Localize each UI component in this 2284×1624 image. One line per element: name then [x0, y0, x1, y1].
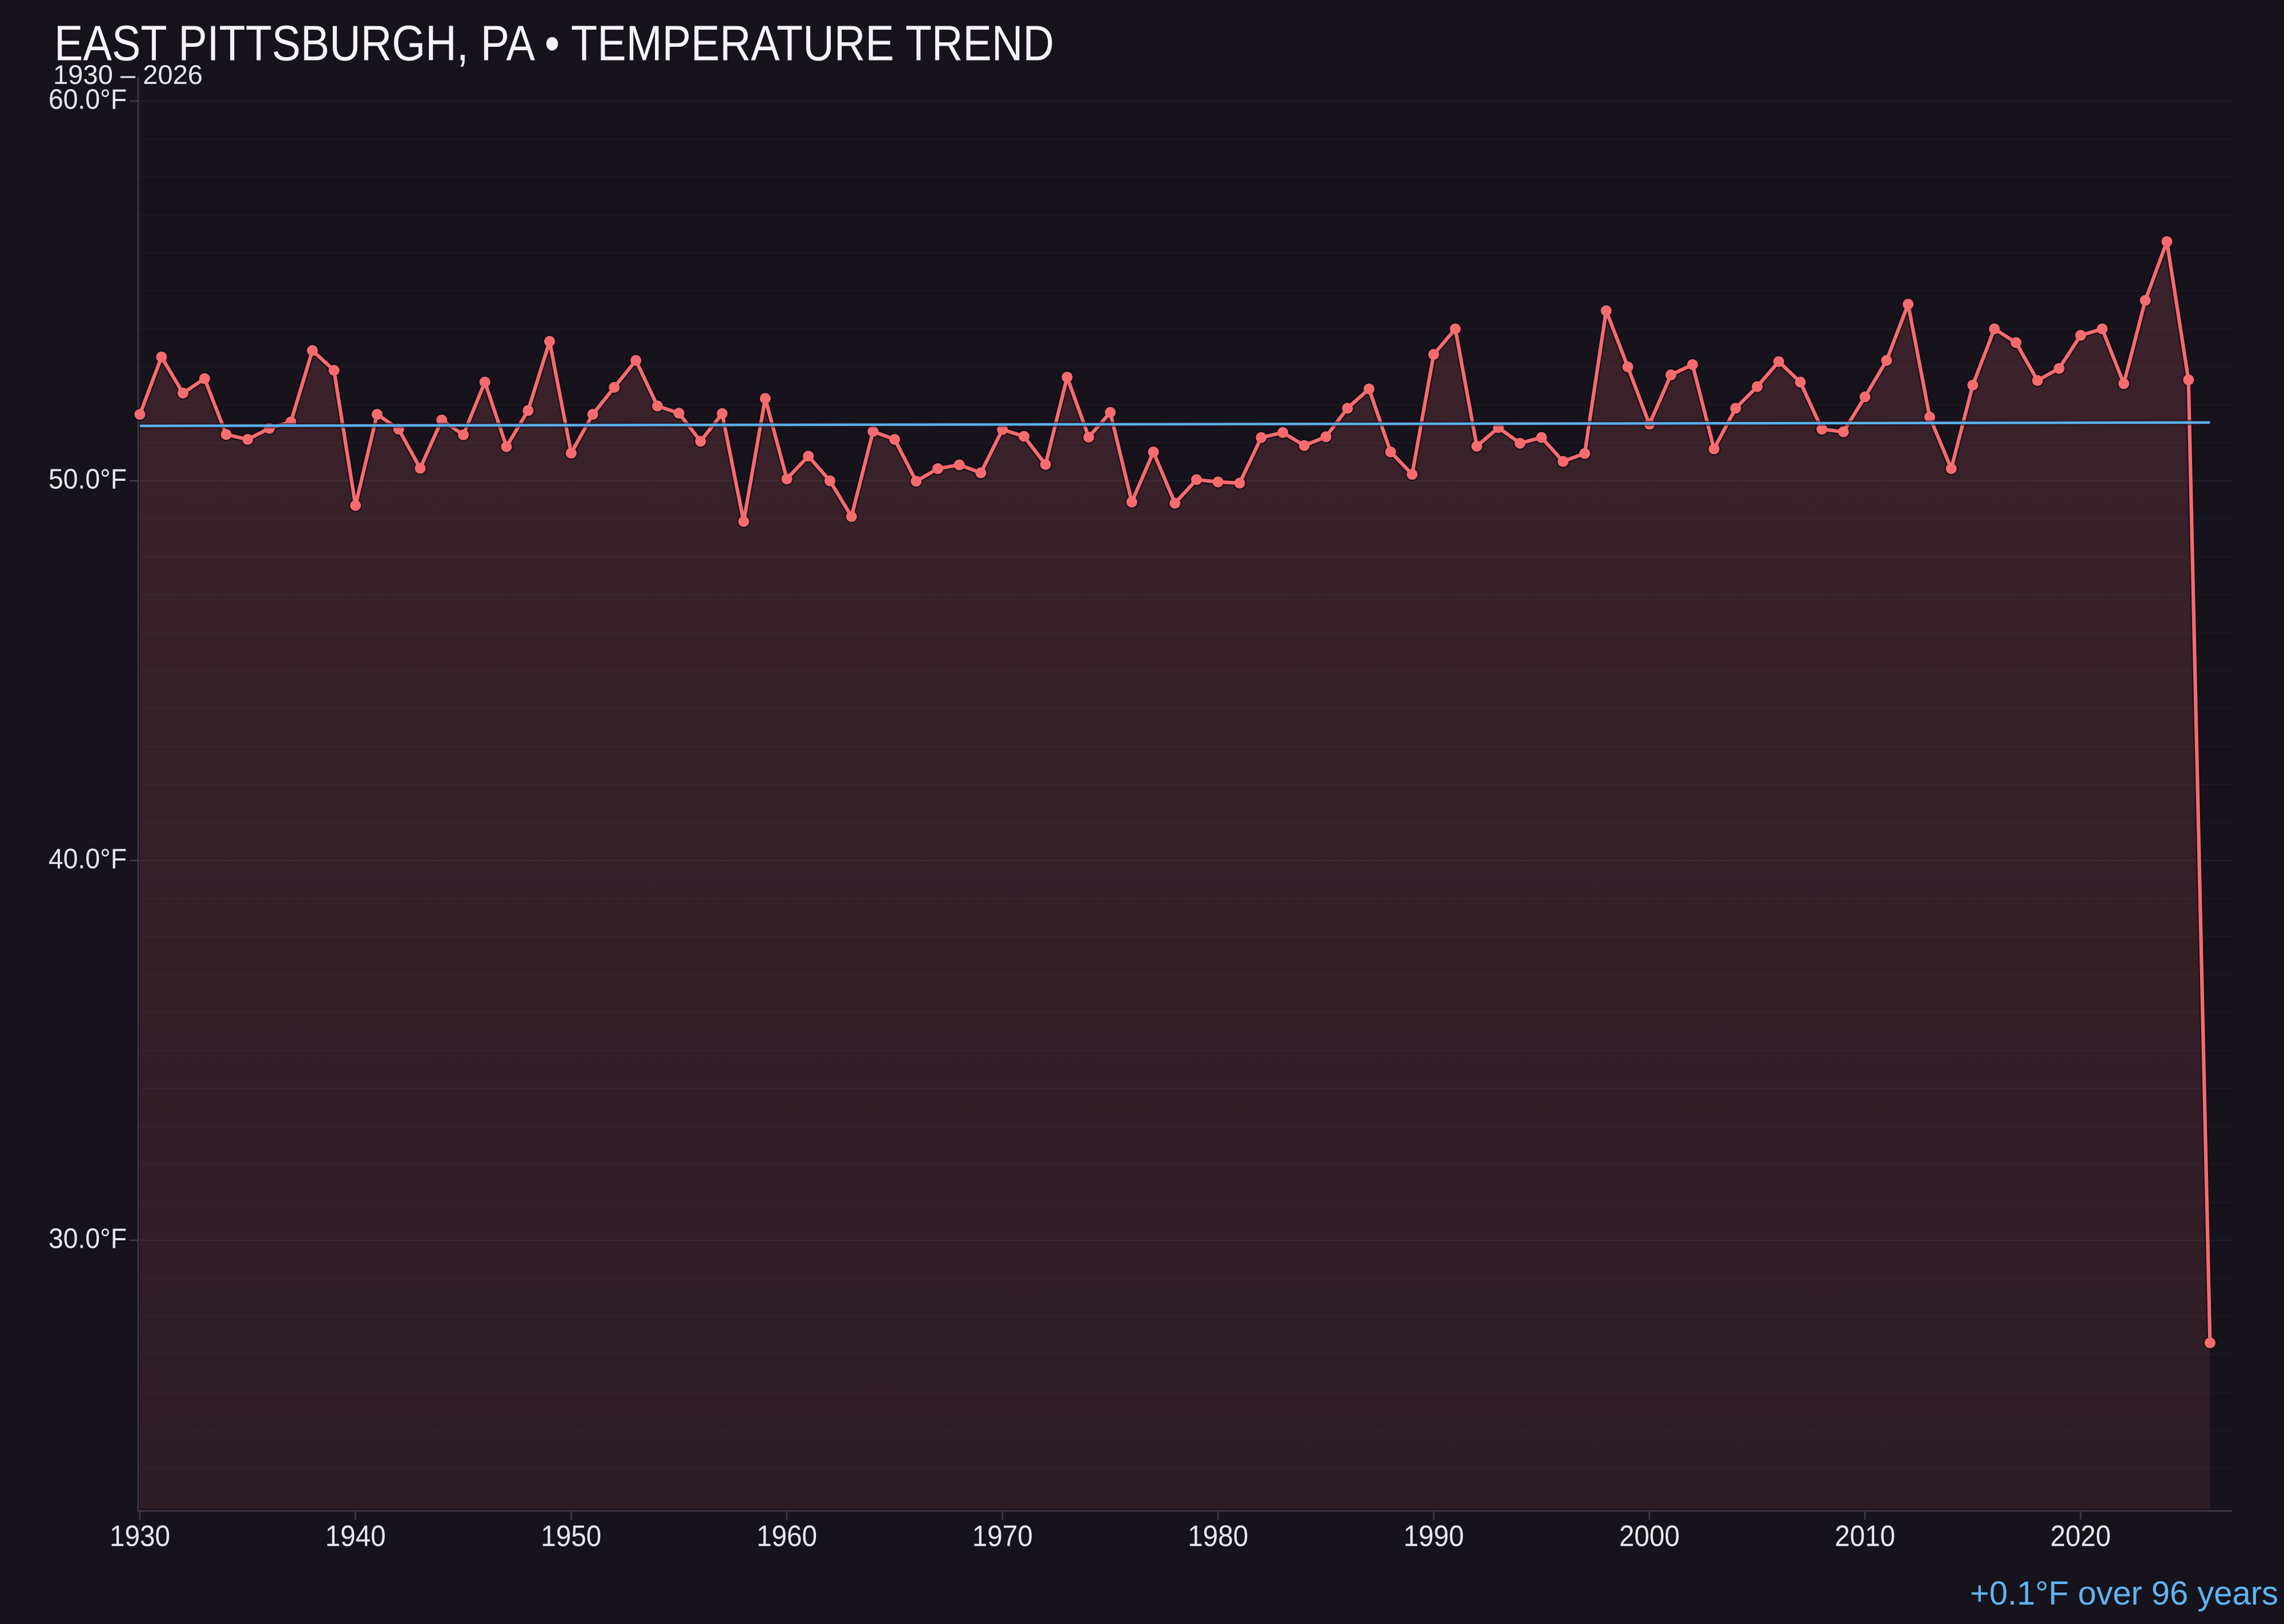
svg-text:1990: 1990	[1404, 1520, 1464, 1553]
svg-text:1970: 1970	[972, 1520, 1033, 1553]
svg-text:60.0°F: 60.0°F	[49, 84, 127, 115]
svg-text:EAST PITTSBURGH, PA • TEMPERAT: EAST PITTSBURGH, PA • TEMPERATURE TREND	[54, 15, 1054, 71]
svg-text:1960: 1960	[757, 1520, 817, 1553]
svg-text:1980: 1980	[1188, 1520, 1248, 1553]
svg-text:40.0°F: 40.0°F	[49, 843, 127, 875]
svg-text:+0.1°F over 96 years: +0.1°F over 96 years	[1970, 1575, 2278, 1612]
svg-text:50.0°F: 50.0°F	[49, 464, 127, 495]
svg-text:1940: 1940	[325, 1520, 386, 1553]
svg-text:30.0°F: 30.0°F	[49, 1223, 127, 1255]
svg-text:2000: 2000	[1619, 1520, 1680, 1553]
svg-text:2020: 2020	[2050, 1520, 2111, 1553]
svg-text:1950: 1950	[541, 1520, 601, 1553]
svg-text:2010: 2010	[1835, 1520, 1895, 1553]
svg-text:1930 – 2026: 1930 – 2026	[53, 59, 203, 90]
svg-text:1930: 1930	[110, 1520, 170, 1553]
